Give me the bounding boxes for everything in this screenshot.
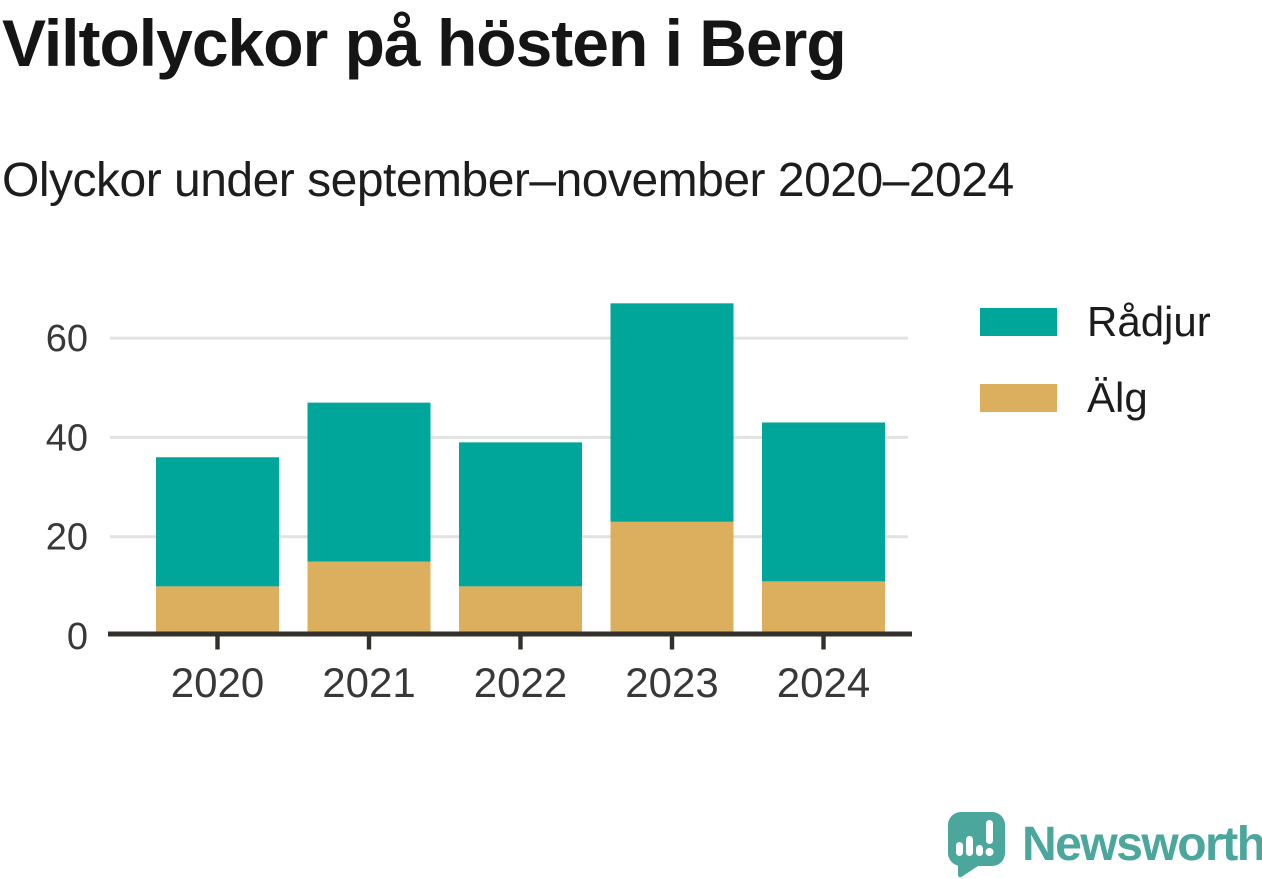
chart-legend: Rådjur Älg (980, 301, 1211, 419)
chart-subtitle: Olyckor under september–november 2020–20… (2, 154, 1014, 207)
newsworthy-wordmark: Newsworthy (1022, 818, 1262, 871)
x-tick-label: 2021 (322, 659, 415, 706)
newsworthy-branding: Newsworthy (948, 810, 1262, 878)
x-tick-label: 2024 (777, 659, 870, 706)
legend-item-radjur: Rådjur (980, 301, 1211, 343)
legend-swatch-radjur (980, 308, 1057, 336)
chart-title: Viltolyckor på hösten i Berg (2, 6, 847, 80)
x-tick-label: 2020 (171, 659, 264, 706)
legend-swatch-alg (980, 384, 1057, 412)
y-tick-label: 40 (46, 417, 88, 459)
legend-item-alg: Älg (980, 377, 1211, 419)
y-tick-label: 0 (67, 616, 88, 658)
x-tick-label: 2022 (474, 659, 567, 706)
y-tick-label: 20 (46, 517, 88, 559)
x-tick-label: 2023 (625, 659, 718, 706)
y-tick-label: 60 (46, 318, 88, 360)
legend-label-alg: Älg (1087, 374, 1148, 421)
legend-label-radjur: Rådjur (1087, 298, 1211, 345)
newsworthy-logo-icon (948, 812, 1005, 878)
